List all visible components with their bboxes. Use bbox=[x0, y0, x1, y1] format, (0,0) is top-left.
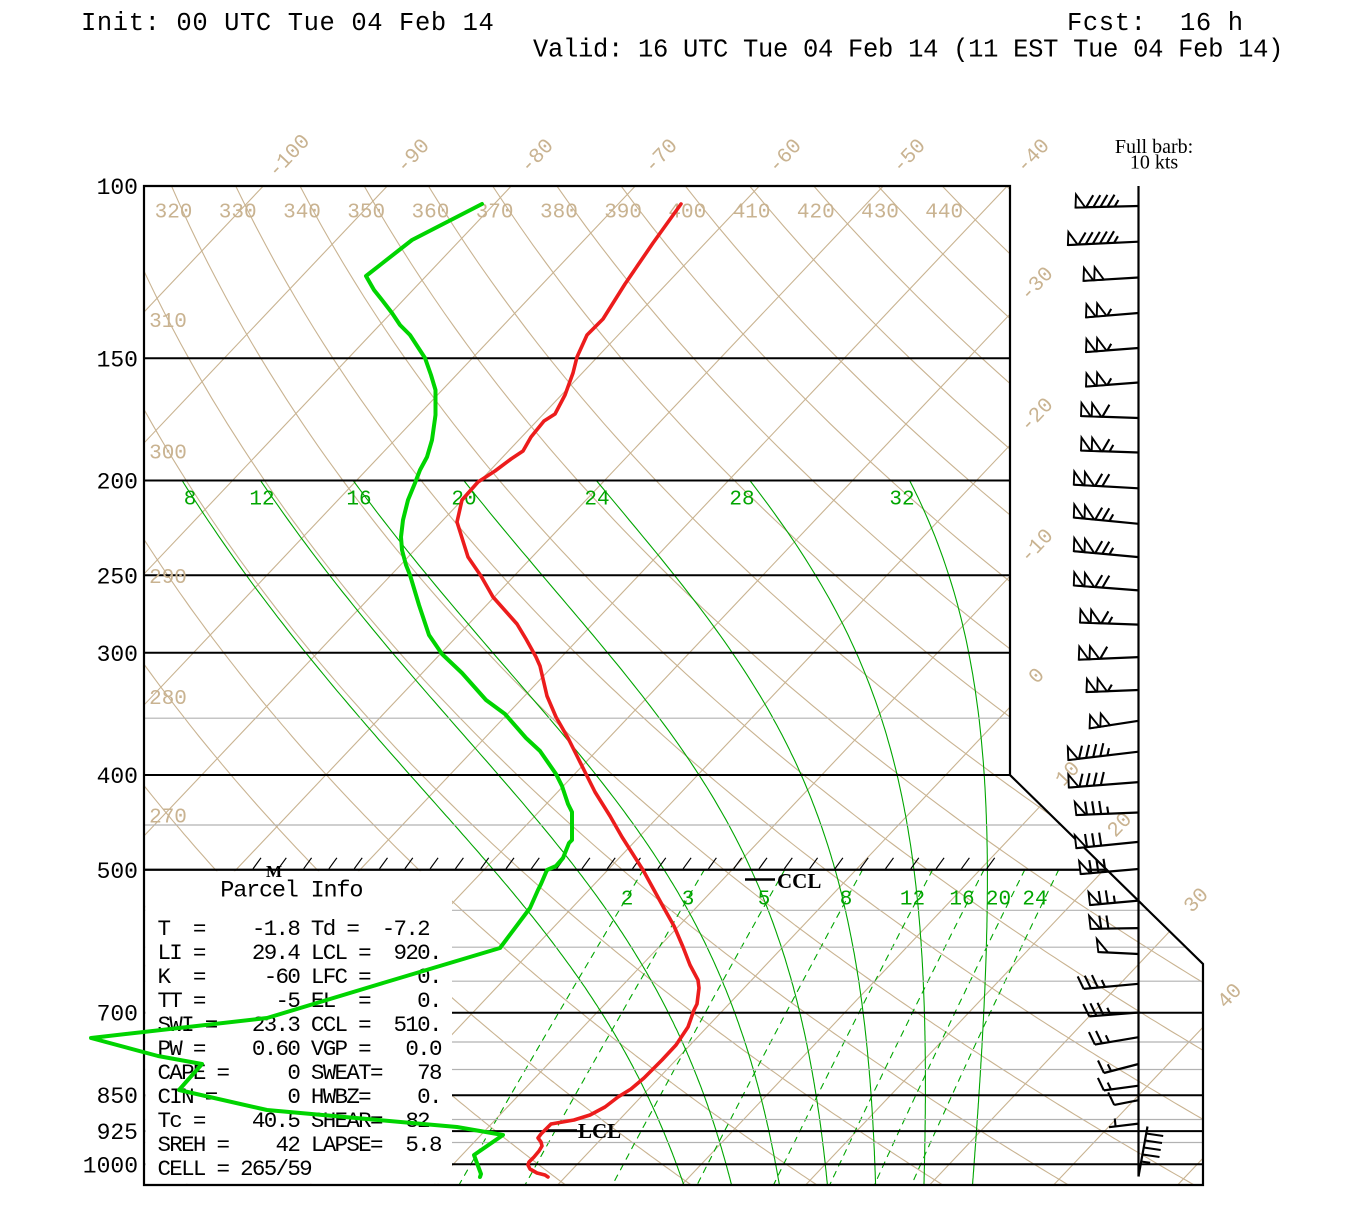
svg-text:24: 24 bbox=[1022, 889, 1047, 912]
svg-text:380: 380 bbox=[540, 202, 578, 225]
svg-text:310: 310 bbox=[149, 311, 187, 334]
svg-text:8: 8 bbox=[184, 489, 197, 512]
svg-text:LCL: LCL bbox=[578, 1119, 621, 1143]
svg-text:200: 200 bbox=[97, 470, 138, 496]
svg-text:16: 16 bbox=[346, 489, 371, 512]
svg-text:20: 20 bbox=[986, 889, 1011, 912]
svg-text:16: 16 bbox=[949, 889, 974, 912]
svg-text:Fcst:: Fcst: bbox=[1067, 9, 1147, 38]
svg-text:Valid: 16 UTC Tue 04 Feb 14 (1: Valid: 16 UTC Tue 04 Feb 14 (11 EST Tue … bbox=[533, 36, 1283, 65]
svg-text:CELL = 265/59: CELL = 265/59 bbox=[158, 1156, 312, 1182]
svg-text:700: 700 bbox=[97, 1002, 138, 1028]
svg-text:T = -1.8 Td = -7.2: T = -1.8 Td = -7.2 bbox=[158, 916, 430, 942]
svg-text:K = -60 LFC = 0.: K = -60 LFC = 0. bbox=[158, 964, 441, 990]
svg-text:100: 100 bbox=[97, 175, 138, 201]
svg-text:300: 300 bbox=[149, 442, 187, 465]
svg-text:370: 370 bbox=[476, 202, 514, 225]
svg-text:Full barb:: Full barb: bbox=[1115, 136, 1193, 158]
svg-text:16 h: 16 h bbox=[1180, 9, 1244, 38]
svg-text:1000: 1000 bbox=[83, 1153, 138, 1179]
svg-text:10 kts: 10 kts bbox=[1130, 152, 1179, 174]
svg-text:32: 32 bbox=[889, 489, 914, 512]
svg-text:SREH = 42 LAPSE= 5.8: SREH = 42 LAPSE= 5.8 bbox=[158, 1132, 442, 1158]
svg-text:CCL: CCL bbox=[777, 869, 821, 893]
svg-text:CIN = 0 HWBZ= 0.: CIN = 0 HWBZ= 0. bbox=[158, 1084, 441, 1110]
svg-text:440: 440 bbox=[925, 202, 963, 225]
svg-text:350: 350 bbox=[347, 202, 385, 225]
svg-text:850: 850 bbox=[97, 1084, 138, 1110]
svg-text:270: 270 bbox=[149, 807, 187, 830]
svg-text:12: 12 bbox=[249, 489, 274, 512]
svg-text:330: 330 bbox=[219, 202, 257, 225]
svg-text:390: 390 bbox=[604, 202, 642, 225]
svg-text:5: 5 bbox=[758, 889, 771, 912]
svg-text:320: 320 bbox=[155, 202, 193, 225]
svg-text:340: 340 bbox=[283, 202, 321, 225]
svg-text:420: 420 bbox=[797, 202, 835, 225]
svg-text:400: 400 bbox=[97, 764, 138, 790]
svg-text:Parcel Info: Parcel Info bbox=[220, 878, 362, 905]
svg-text:8: 8 bbox=[840, 889, 853, 912]
svg-text:28: 28 bbox=[729, 489, 754, 512]
svg-text:LI = 29.4 LCL = 920.: LI = 29.4 LCL = 920. bbox=[158, 940, 441, 966]
svg-text:500: 500 bbox=[97, 859, 138, 885]
svg-text:925: 925 bbox=[97, 1120, 138, 1146]
svg-text:24: 24 bbox=[584, 489, 609, 512]
svg-text:PW = 0.60 VGP = 0.0: PW = 0.60 VGP = 0.0 bbox=[158, 1036, 442, 1062]
svg-text:CAPE = 0 SWEAT= 78: CAPE = 0 SWEAT= 78 bbox=[158, 1060, 442, 1086]
svg-text:Init: 00 UTC Tue 04 Feb 14: Init: 00 UTC Tue 04 Feb 14 bbox=[81, 9, 494, 38]
svg-text:280: 280 bbox=[149, 688, 187, 711]
svg-text:430: 430 bbox=[861, 202, 899, 225]
svg-text:410: 410 bbox=[733, 202, 771, 225]
svg-text:360: 360 bbox=[411, 202, 449, 225]
svg-text:300: 300 bbox=[97, 642, 138, 668]
svg-text:250: 250 bbox=[97, 564, 138, 590]
svg-text:150: 150 bbox=[97, 347, 138, 373]
svg-text:2: 2 bbox=[621, 889, 634, 912]
svg-text:M: M bbox=[266, 862, 282, 881]
svg-text:12: 12 bbox=[900, 889, 925, 912]
svg-text:290: 290 bbox=[149, 567, 187, 590]
svg-text:3: 3 bbox=[682, 889, 695, 912]
